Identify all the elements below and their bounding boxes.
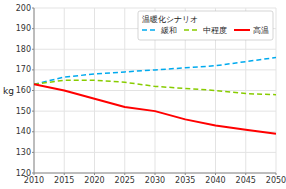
grid-line-x	[124, 8, 125, 173]
legend-label: 高温	[253, 26, 269, 35]
x-tick-label: 2015	[54, 176, 74, 185]
plot-area	[34, 58, 276, 134]
legend-label: 中程度	[203, 26, 227, 35]
y-tick-label: 190	[16, 24, 31, 33]
legend-title: 温暖化シナリオ	[142, 15, 198, 24]
series-line	[34, 84, 276, 134]
chart-container: 1201301401501601701801902002010201520202…	[0, 0, 286, 189]
legend-swatch	[142, 29, 158, 31]
y-tick	[32, 131, 34, 132]
x-tick	[276, 173, 277, 175]
x-tick	[155, 173, 156, 175]
x-tick	[124, 173, 125, 175]
y-tick-label: 140	[16, 127, 31, 136]
x-tick-label: 2035	[175, 176, 195, 185]
x-tick	[34, 173, 35, 175]
legend: 温暖化シナリオ緩和 中程度 高温	[138, 11, 273, 40]
x-tick-label: 2010	[24, 176, 44, 185]
x-tick-label: 2045	[236, 176, 256, 185]
chart: 1201301401501601701801902002010201520202…	[0, 0, 286, 189]
y-tick	[32, 111, 34, 112]
y-tick	[32, 90, 34, 91]
x-tick-label: 2040	[205, 176, 225, 185]
y-tick-label: 180	[16, 45, 31, 54]
x-tick	[64, 173, 65, 175]
y-tick	[32, 8, 34, 9]
grid-line-x	[276, 8, 277, 173]
axes: 1201301401501601701801902002010201520202…	[16, 4, 286, 186]
y-tick-label: 160	[16, 86, 31, 95]
y-tick-label: 130	[16, 148, 31, 157]
legend-swatch	[234, 29, 250, 31]
y-tick-label: 170	[16, 65, 31, 74]
legend-swatch	[184, 29, 200, 31]
legend-frame	[138, 11, 273, 40]
y-axis-label: kg	[3, 86, 14, 96]
grid-line-x	[94, 8, 95, 173]
x-tick	[94, 173, 95, 175]
x-tick-label: 2025	[115, 176, 135, 185]
x-tick-label: 2050	[266, 176, 286, 185]
x-tick-label: 2030	[145, 176, 165, 185]
x-tick	[215, 173, 216, 175]
y-tick	[32, 152, 34, 153]
y-tick-label: 200	[16, 4, 31, 13]
y-tick	[32, 28, 34, 29]
grid	[34, 8, 276, 173]
x-tick	[245, 173, 246, 175]
legend-label: 緩和	[160, 26, 177, 35]
y-tick	[32, 49, 34, 50]
x-tick	[185, 173, 186, 175]
x-tick-label: 2020	[84, 176, 104, 185]
y-tick	[32, 69, 34, 70]
y-tick-label: 150	[16, 107, 31, 116]
